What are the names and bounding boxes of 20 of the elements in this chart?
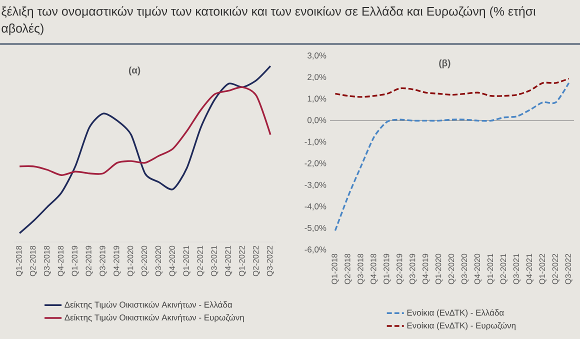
y-tick-label: 2,0%	[308, 74, 326, 82]
y-tick-label: -4,0%	[304, 203, 326, 210]
y-tick-label: -1,0%	[304, 138, 326, 146]
legend-label: Δείκτης Τιμών Οικιστικών Ακινήτων - Ελλάδα	[64, 301, 232, 310]
y-tick-label: 0,0%	[308, 117, 326, 124]
legend-label: Δείκτης Τιμών Οικιστικών Ακινήτων - Ευρωζώνη	[64, 314, 244, 322]
chart-title: ξέλιξη των ονομαστικών τιμών των κατοικιών και των ενοικίων σε Ελλάδα και Ευρωζώνη (% ετήσι	[2, 6, 536, 18]
legend-label: Ενοίκια (ΕνΔΤΚ) - Ευρωζώνη	[407, 322, 516, 330]
y-tick-label: -6,0%	[304, 246, 326, 254]
line-series	[334, 78, 570, 98]
y-tick-label: -2,0%	[304, 160, 326, 168]
y-tick-label: 1,0%	[308, 96, 326, 103]
chart-title: (β)	[439, 59, 450, 68]
y-tick-label: -5,0%	[304, 224, 326, 232]
chart-subtitle: αβολές)	[2, 23, 44, 36]
y-tick-label: 3,0%	[308, 52, 326, 60]
line-series	[334, 82, 570, 232]
y-tick-label: -3,0%	[304, 182, 326, 189]
annotation: (α)	[128, 66, 140, 76]
legend-label: Ενοίκια (ΕνΔΤΚ) - Ελλάδα	[407, 309, 504, 318]
